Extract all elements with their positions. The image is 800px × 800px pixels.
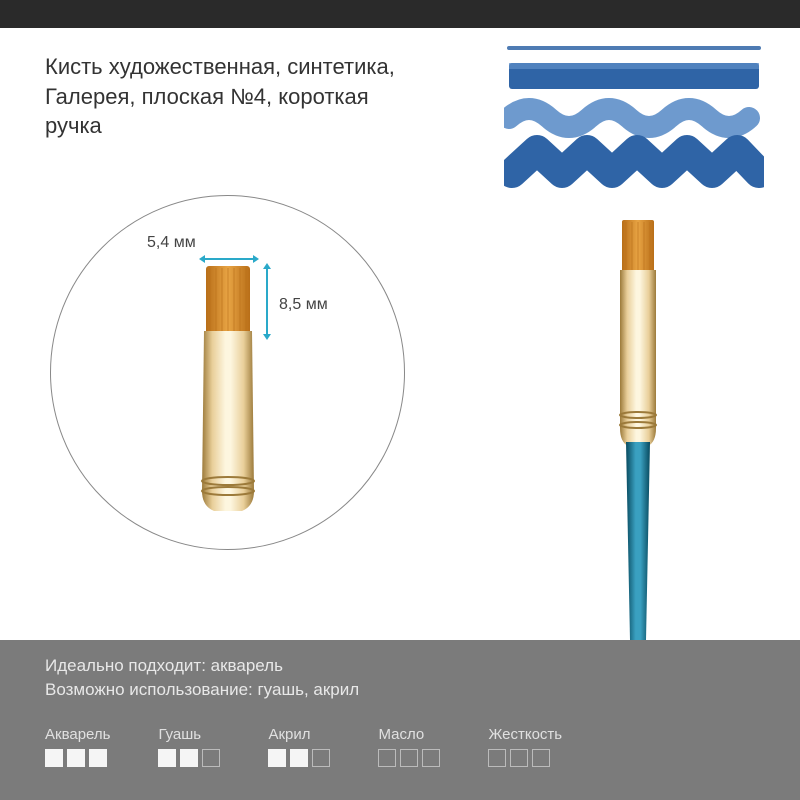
brush-strokes-sample	[504, 38, 764, 198]
rating-boxes	[45, 749, 110, 767]
info-ideal: Идеально подходит: акварель	[45, 656, 755, 676]
ratings-row: Акварель Гуашь Акрил Масло Жесткость	[45, 726, 755, 767]
rating-box	[510, 749, 528, 767]
rating-box	[400, 749, 418, 767]
top-bar	[0, 0, 800, 28]
rating-label: Жесткость	[488, 726, 562, 743]
rating-boxes	[378, 749, 440, 767]
rating-box	[422, 749, 440, 767]
rating-block: Гуашь	[158, 726, 220, 767]
rating-label: Акварель	[45, 726, 110, 743]
rating-box	[268, 749, 286, 767]
rating-block: Масло	[378, 726, 440, 767]
height-dimension-label: 8,5 мм	[279, 296, 328, 314]
rating-block: Акварель	[45, 726, 110, 767]
rating-boxes	[268, 749, 330, 767]
rating-label: Масло	[378, 726, 440, 743]
rating-block: Акрил	[268, 726, 330, 767]
brush-detail-circle: 5,4 мм 8,5 мм	[50, 195, 405, 550]
rating-box	[378, 749, 396, 767]
brush-full-illustration	[606, 220, 670, 640]
rating-label: Акрил	[268, 726, 330, 743]
rating-box	[89, 749, 107, 767]
rating-box	[312, 749, 330, 767]
brush-detail-illustration	[188, 231, 268, 531]
rating-box	[180, 749, 198, 767]
rating-boxes	[488, 749, 562, 767]
rating-box	[488, 749, 506, 767]
rating-box	[532, 749, 550, 767]
rating-box	[45, 749, 63, 767]
rating-boxes	[158, 749, 220, 767]
rating-box	[290, 749, 308, 767]
rating-box	[67, 749, 85, 767]
info-possible: Возможно использование: гуашь, акрил	[45, 680, 755, 700]
product-title: Кисть художественная, синтетика, Галерея…	[45, 52, 425, 141]
rating-block: Жесткость	[488, 726, 562, 767]
rating-box	[202, 749, 220, 767]
rating-box	[158, 749, 176, 767]
info-panel: Идеально подходит: акварель Возможно исп…	[0, 640, 800, 800]
rating-label: Гуашь	[158, 726, 220, 743]
